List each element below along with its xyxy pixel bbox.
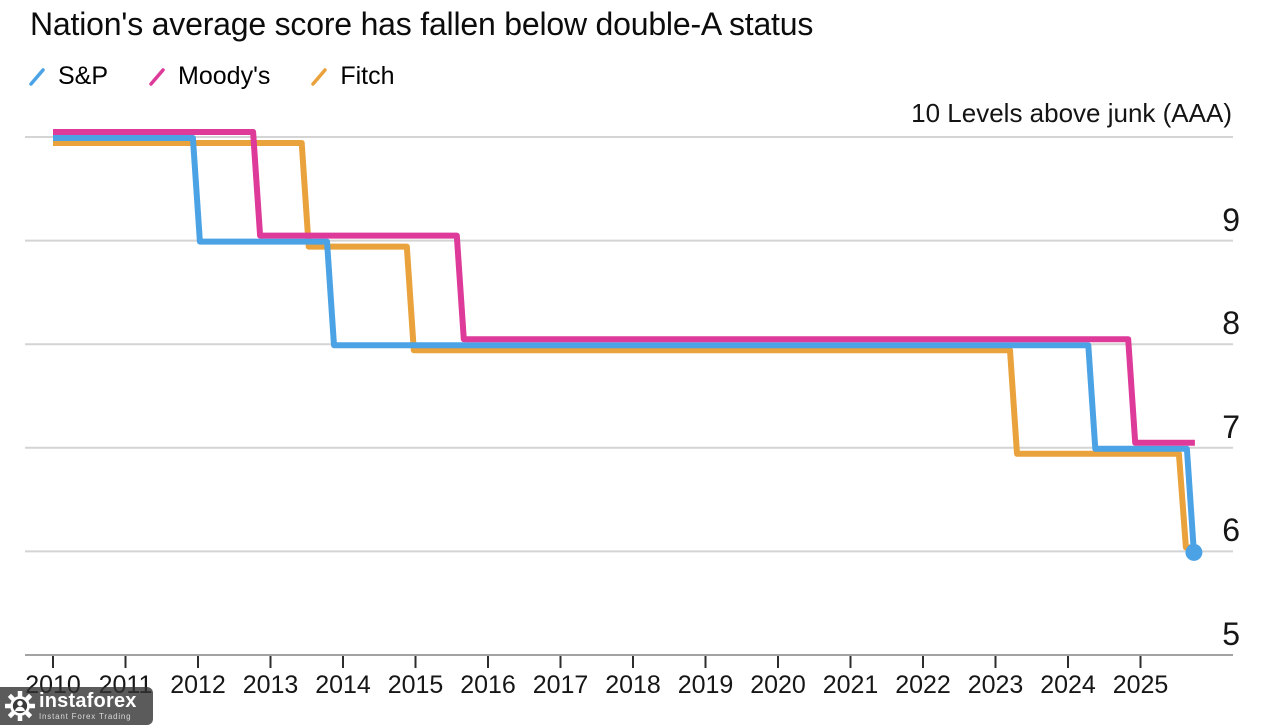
- instaforex-gear-icon: [5, 691, 35, 721]
- gear-tooth: [17, 691, 23, 697]
- y-axis-label-5: 5: [1222, 616, 1240, 652]
- x-axis-label-2013: 2013: [242, 671, 299, 699]
- x-axis-label-2020: 2020: [750, 671, 806, 699]
- y-axis-label-9: 9: [1222, 201, 1240, 238]
- person-body: [15, 706, 25, 712]
- watermark-brand: instaforex: [39, 690, 137, 712]
- legend-slash-icon: [29, 67, 45, 86]
- y-axis-top-annotation: 10 Levels above junk (AAA): [911, 98, 1232, 128]
- legend-label: Fitch: [340, 62, 395, 90]
- gear-tooth: [5, 703, 11, 709]
- legend-slash-icon: [149, 67, 165, 86]
- x-axis-label-2015: 2015: [387, 671, 444, 699]
- legend-label: Moody's: [178, 62, 271, 90]
- x-axis-label-2018: 2018: [605, 671, 661, 699]
- series-line-fitch: [53, 140, 1191, 551]
- legend-item-sp: S&P: [26, 62, 108, 91]
- x-axis-label-2016: 2016: [460, 671, 516, 699]
- legend-label: S&P: [58, 62, 109, 90]
- x-axis-label-2025: 2025: [1112, 671, 1169, 699]
- series-line-moodys: [53, 129, 1195, 446]
- person-head: [17, 700, 23, 707]
- x-axis-label-2023: 2023: [967, 671, 1024, 699]
- chart-title: Nation's average score has fallen below …: [30, 6, 814, 42]
- y-axis-label-7: 7: [1222, 408, 1240, 445]
- gear-tooth: [17, 715, 23, 721]
- legend-slash-icon: [311, 67, 328, 86]
- x-axis-label-2017: 2017: [532, 671, 589, 699]
- y-axis-label-8: 8: [1222, 305, 1240, 342]
- chart-legend: S&P Moody's Fitch: [26, 62, 395, 91]
- legend-item-moodys: Moody's: [146, 62, 270, 91]
- x-axis-label-2012: 2012: [170, 671, 226, 699]
- legend-item-fitch: Fitch: [308, 62, 395, 91]
- x-axis-label-2022: 2022: [895, 671, 951, 699]
- watermark-instaforex: instaforex Instant Forex Trading: [0, 687, 153, 725]
- watermark-tagline: Instant Forex Trading: [39, 712, 132, 721]
- x-axis-label-2014: 2014: [315, 671, 371, 699]
- series-endpoint-dot-sp: [1185, 543, 1203, 561]
- gear-tooth: [29, 703, 35, 709]
- x-axis-label-2024: 2024: [1040, 671, 1096, 699]
- x-axis-label-2019: 2019: [677, 671, 734, 699]
- series-line-sp: [53, 135, 1197, 553]
- x-axis-label-2021: 2021: [822, 671, 879, 699]
- y-axis-label-6: 6: [1222, 512, 1240, 549]
